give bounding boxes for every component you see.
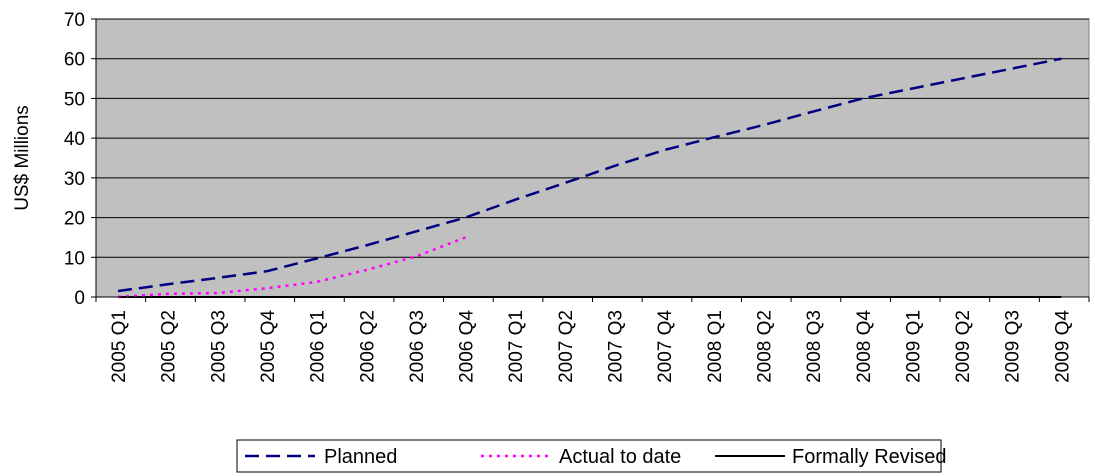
x-tick-label: 2008 Q4 xyxy=(854,310,875,383)
y-tick-label: 40 xyxy=(64,129,85,150)
y-tick-label: 10 xyxy=(64,248,85,269)
x-tick-label: 2008 Q1 xyxy=(705,310,726,383)
x-tick-label: 2006 Q1 xyxy=(308,310,329,383)
x-tick-label: 2007 Q2 xyxy=(556,310,577,383)
y-tick-label: 0 xyxy=(74,288,85,309)
gridlines xyxy=(96,18,1089,258)
legend: Planned Actual to date Formally Revised xyxy=(236,439,946,473)
series-line-actual-to-date xyxy=(117,236,466,299)
x-tick-label: 2009 Q1 xyxy=(903,310,924,383)
legend-label-formally-revised: Formally Revised xyxy=(792,446,946,468)
axes xyxy=(91,18,1090,302)
x-tick-label: 2009 Q3 xyxy=(1003,310,1024,383)
x-tick-label: 2005 Q2 xyxy=(159,310,180,383)
y-tick-label: 70 xyxy=(64,10,85,31)
plot-area xyxy=(95,18,1090,298)
y-tick-label: 20 xyxy=(64,209,85,230)
y-tick-label: 30 xyxy=(64,169,85,190)
y-tick-label: 60 xyxy=(64,50,85,71)
x-tick-label: 2006 Q3 xyxy=(407,310,428,383)
y-axis-title: US$ Millions xyxy=(12,105,33,211)
x-tick-label: 2007 Q3 xyxy=(606,310,627,383)
x-tick-label: 2006 Q2 xyxy=(357,310,378,383)
x-tick-label: 2005 Q3 xyxy=(208,310,229,383)
x-tick-label: 2009 Q2 xyxy=(953,310,974,383)
x-tick-label: 2009 Q4 xyxy=(1052,310,1073,383)
legend-box xyxy=(236,439,942,473)
x-tick-label: 2007 Q1 xyxy=(506,310,527,383)
x-tick-label: 2008 Q2 xyxy=(754,310,775,383)
legend-label-planned: Planned xyxy=(324,446,397,468)
x-tick-label: 2005 Q1 xyxy=(109,310,130,383)
y-tick-labels: 0 10 20 30 40 50 60 70 xyxy=(64,10,85,309)
x-tick-label: 2005 Q4 xyxy=(258,310,279,383)
y-tick-label: 50 xyxy=(64,89,85,110)
x-tick-label: 2008 Q3 xyxy=(804,310,825,383)
x-tick-labels: 2005 Q1 2005 Q2 2005 Q3 2005 Q4 2006 Q1 2006 … xyxy=(109,310,1073,383)
legend-label-actual-to-date: Actual to date xyxy=(559,446,681,468)
series-line-planned xyxy=(117,57,1062,293)
x-tick-label: 2006 Q4 xyxy=(457,310,478,383)
x-tick-label: 2007 Q4 xyxy=(655,310,676,383)
